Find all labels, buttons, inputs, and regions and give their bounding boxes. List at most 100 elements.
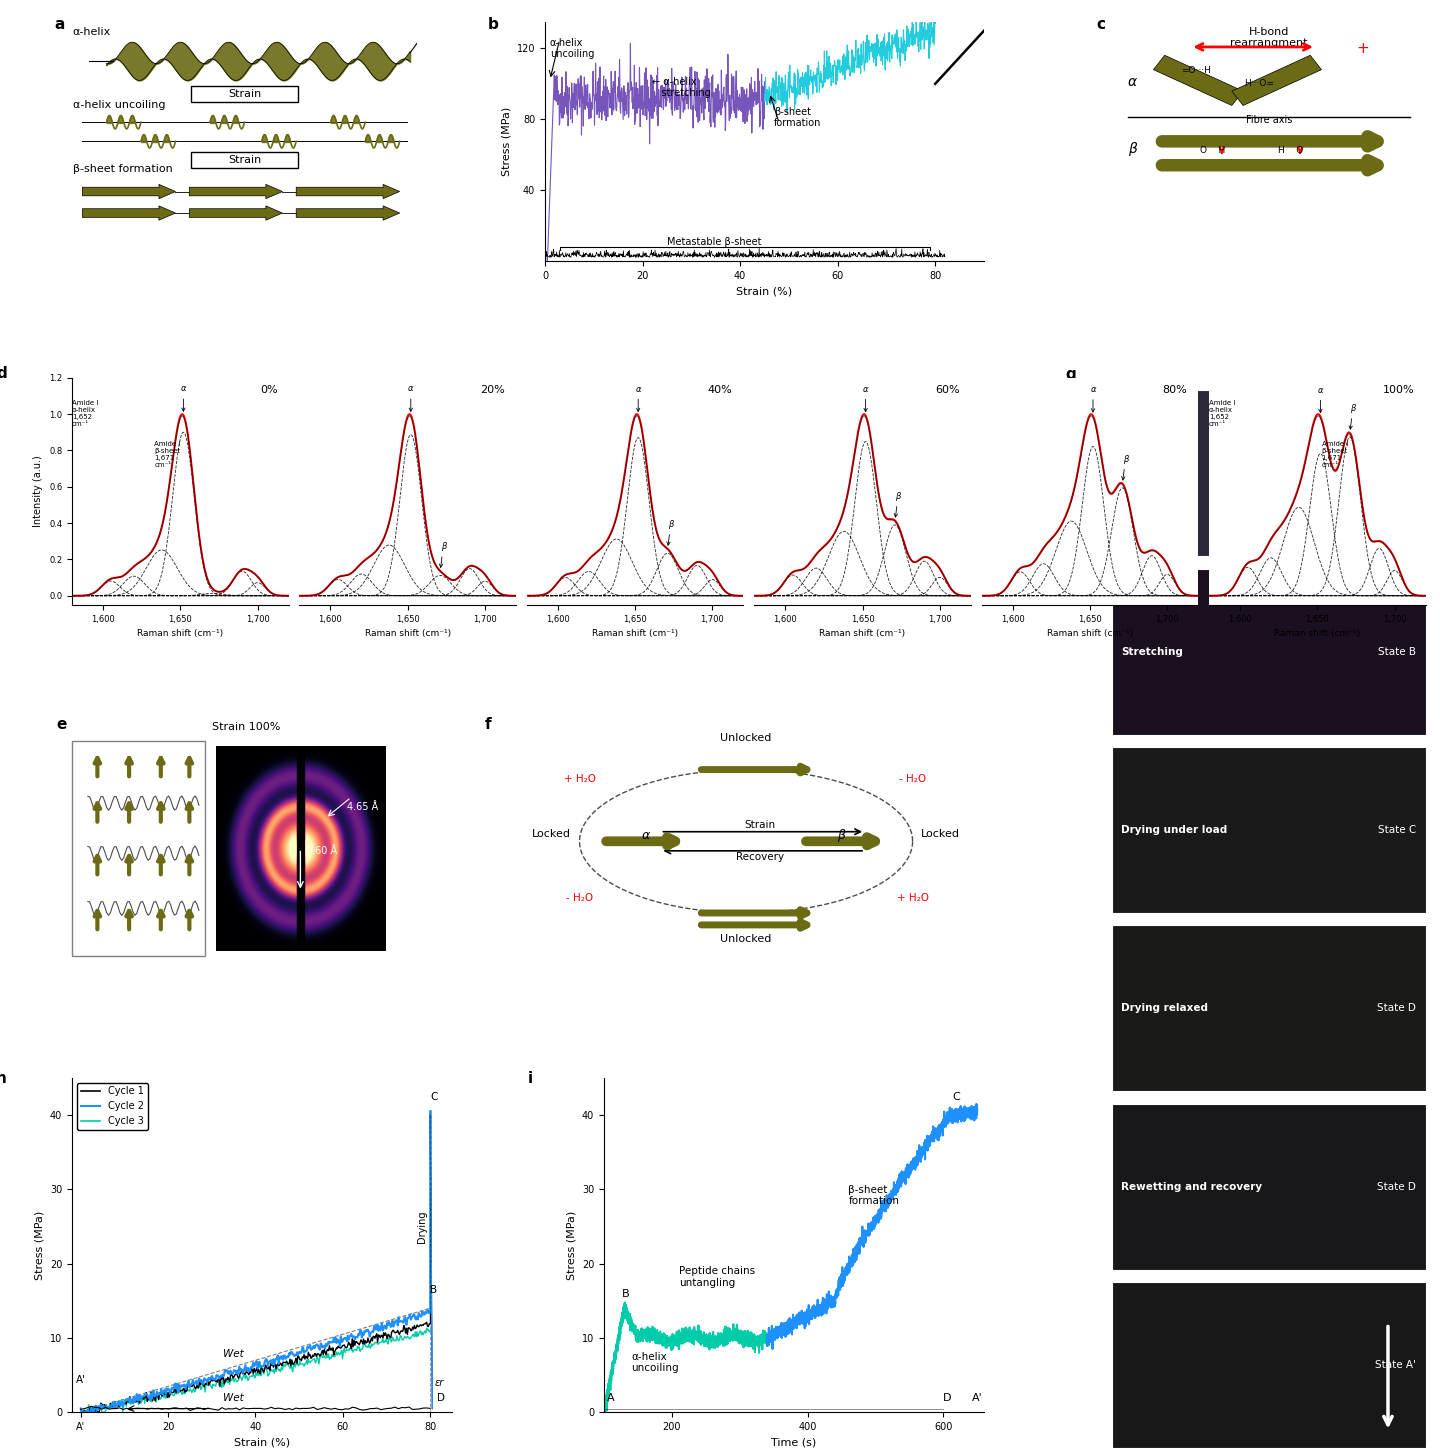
Y-axis label: Stress (MPa): Stress (MPa): [501, 106, 511, 176]
Polygon shape: [1153, 55, 1243, 105]
Text: H    O: H O: [1279, 146, 1303, 156]
Text: α: α: [408, 384, 413, 412]
Text: Metastable β-sheet: Metastable β-sheet: [667, 237, 762, 248]
Text: α-helix
uncoiling: α-helix uncoiling: [550, 38, 595, 60]
Text: Stretching: Stretching: [1122, 646, 1184, 657]
Text: Drying relaxed: Drying relaxed: [1122, 1003, 1208, 1013]
Y-axis label: Stress (MPa): Stress (MPa): [35, 1210, 45, 1280]
X-axis label: Raman shift (cm⁻¹): Raman shift (cm⁻¹): [592, 629, 678, 638]
Bar: [1112, 747, 1426, 913]
Polygon shape: [297, 185, 400, 198]
Text: Unlocked: Unlocked: [720, 732, 772, 743]
Bar: [1112, 1104, 1426, 1270]
Text: D: D: [943, 1393, 952, 1404]
Text: 0%: 0%: [261, 384, 278, 395]
Bar: [1112, 1283, 1426, 1449]
Text: Recovery: Recovery: [736, 852, 785, 862]
Text: Strain: Strain: [228, 154, 261, 165]
Bar: [1112, 569, 1426, 734]
X-axis label: Raman shift (cm⁻¹): Raman shift (cm⁻¹): [364, 629, 451, 638]
Text: Wet: Wet: [223, 1348, 243, 1358]
Text: d: d: [0, 367, 7, 381]
Text: 60%: 60%: [936, 384, 960, 395]
Text: D: D: [436, 1393, 445, 1404]
Text: Strain: Strain: [228, 89, 261, 99]
Text: =O···H: =O···H: [1181, 66, 1211, 76]
Text: H···O=: H···O=: [1244, 80, 1273, 89]
Text: + H₂O: + H₂O: [897, 893, 929, 903]
Polygon shape: [189, 205, 282, 220]
X-axis label: Raman shift (cm⁻¹): Raman shift (cm⁻¹): [1274, 629, 1361, 638]
FancyBboxPatch shape: [192, 151, 298, 167]
Bar: [1112, 926, 1426, 1091]
Text: 4.65 Å: 4.65 Å: [347, 802, 379, 811]
Text: 9.60 Å: 9.60 Å: [305, 846, 337, 856]
Text: g: g: [1066, 367, 1076, 383]
Text: State B: State B: [1378, 646, 1416, 657]
Text: α-helix
uncoiling: α-helix uncoiling: [631, 1351, 678, 1373]
Text: Amide I
β-sheet
1,671
cm⁻¹: Amide I β-sheet 1,671 cm⁻¹: [154, 441, 180, 469]
Text: β-sheet formation: β-sheet formation: [72, 165, 173, 175]
Text: α-helix uncoiling: α-helix uncoiling: [72, 100, 166, 109]
Text: Amide I
α-helix
1,652
cm⁻¹: Amide I α-helix 1,652 cm⁻¹: [72, 400, 98, 428]
Text: α: α: [863, 384, 868, 412]
Text: α: α: [642, 828, 651, 842]
Text: α: α: [1318, 386, 1323, 412]
Text: Drying: Drying: [418, 1210, 428, 1242]
Text: O    H: O H: [1200, 146, 1225, 156]
Text: H-bond
rearrangment: H-bond rearrangment: [1230, 26, 1308, 48]
Text: c: c: [1096, 17, 1106, 32]
Text: Amide I
α-helix
1,652
cm⁻¹: Amide I α-helix 1,652 cm⁻¹: [1210, 400, 1236, 428]
Text: B: B: [431, 1286, 438, 1296]
Text: State A': State A': [1375, 1360, 1416, 1370]
X-axis label: Strain (%): Strain (%): [233, 1437, 289, 1447]
Y-axis label: Intensity (a.u.): Intensity (a.u.): [33, 456, 43, 527]
Text: C: C: [952, 1092, 960, 1102]
Text: β: β: [1349, 405, 1355, 430]
X-axis label: Raman shift (cm⁻¹): Raman shift (cm⁻¹): [1047, 629, 1133, 638]
Y-axis label: Stress (MPa): Stress (MPa): [566, 1210, 576, 1280]
Text: Wet: Wet: [223, 1393, 243, 1404]
Text: Strain: Strain: [744, 820, 776, 830]
Text: Drying under load: Drying under load: [1122, 826, 1228, 834]
Text: - H₂O: - H₂O: [566, 893, 593, 903]
Text: α-helix: α-helix: [72, 26, 111, 36]
X-axis label: Time (s): Time (s): [772, 1437, 816, 1447]
Text: Strain 100%: Strain 100%: [212, 722, 281, 732]
Text: h: h: [0, 1072, 7, 1086]
Text: A': A': [972, 1393, 982, 1404]
Text: β: β: [439, 542, 446, 568]
Text: β: β: [894, 492, 901, 517]
Bar: [1112, 390, 1426, 556]
Text: State D: State D: [1377, 1182, 1416, 1191]
Text: 20%: 20%: [481, 384, 505, 395]
Text: a: a: [55, 17, 65, 32]
Polygon shape: [297, 205, 400, 220]
FancyBboxPatch shape: [192, 86, 298, 102]
Text: State C: State C: [1378, 826, 1416, 834]
Text: A': A': [76, 1374, 86, 1385]
Text: β: β: [1122, 454, 1128, 480]
Text: A: A: [606, 1393, 615, 1404]
Text: Rewetting and recovery: Rewetting and recovery: [1122, 1182, 1263, 1191]
Text: Unlocked: Unlocked: [720, 933, 772, 943]
Text: β-sheet
formation: β-sheet formation: [775, 106, 822, 128]
Text: εr: εr: [435, 1379, 444, 1389]
Text: Fibre axis: Fibre axis: [1246, 115, 1292, 125]
Text: 100%: 100%: [1384, 384, 1414, 395]
Text: e: e: [56, 716, 66, 732]
Polygon shape: [1231, 55, 1322, 105]
Text: Amide I
β-sheet
1,671
cm⁻¹: Amide I β-sheet 1,671 cm⁻¹: [1322, 441, 1348, 469]
Text: α: α: [180, 384, 186, 411]
Text: Wetting: Wetting: [1122, 469, 1168, 478]
Bar: [72, 741, 206, 957]
Text: State A: State A: [1378, 469, 1416, 478]
Text: State D: State D: [1377, 1003, 1416, 1013]
Text: +: +: [1356, 41, 1369, 55]
Text: β: β: [837, 828, 845, 842]
Legend: Cycle 1, Cycle 2, Cycle 3: Cycle 1, Cycle 2, Cycle 3: [76, 1083, 148, 1130]
Text: + H₂O: + H₂O: [563, 773, 596, 783]
Text: b: b: [488, 17, 498, 32]
Text: Locked: Locked: [922, 828, 960, 839]
Polygon shape: [82, 205, 176, 220]
